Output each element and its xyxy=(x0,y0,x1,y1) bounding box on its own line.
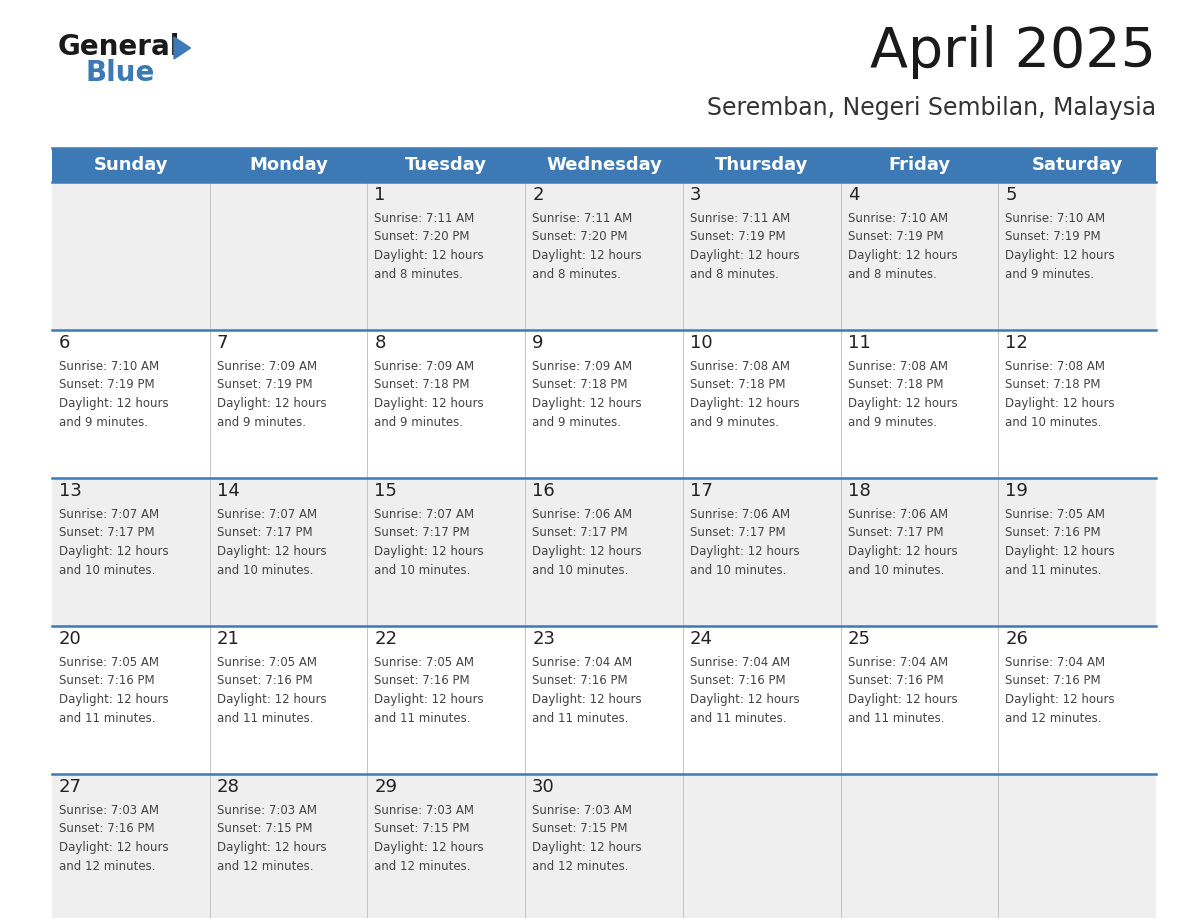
Text: 5: 5 xyxy=(1005,186,1017,204)
Text: 11: 11 xyxy=(847,334,871,352)
Text: Sunday: Sunday xyxy=(94,156,169,174)
Text: General: General xyxy=(58,33,181,61)
Text: 7: 7 xyxy=(216,334,228,352)
Text: Sunrise: 7:10 AM
Sunset: 7:19 PM
Daylight: 12 hours
and 9 minutes.: Sunrise: 7:10 AM Sunset: 7:19 PM Dayligh… xyxy=(59,360,169,429)
Text: Sunrise: 7:11 AM
Sunset: 7:20 PM
Daylight: 12 hours
and 8 minutes.: Sunrise: 7:11 AM Sunset: 7:20 PM Dayligh… xyxy=(532,212,642,281)
Text: Sunrise: 7:08 AM
Sunset: 7:18 PM
Daylight: 12 hours
and 9 minutes.: Sunrise: 7:08 AM Sunset: 7:18 PM Dayligh… xyxy=(690,360,800,429)
Text: Sunrise: 7:04 AM
Sunset: 7:16 PM
Daylight: 12 hours
and 11 minutes.: Sunrise: 7:04 AM Sunset: 7:16 PM Dayligh… xyxy=(847,656,958,724)
Text: Sunrise: 7:07 AM
Sunset: 7:17 PM
Daylight: 12 hours
and 10 minutes.: Sunrise: 7:07 AM Sunset: 7:17 PM Dayligh… xyxy=(374,508,484,577)
Bar xyxy=(52,182,1156,330)
Text: 27: 27 xyxy=(59,778,82,796)
Text: Sunrise: 7:06 AM
Sunset: 7:17 PM
Daylight: 12 hours
and 10 minutes.: Sunrise: 7:06 AM Sunset: 7:17 PM Dayligh… xyxy=(690,508,800,577)
Text: Sunrise: 7:05 AM
Sunset: 7:16 PM
Daylight: 12 hours
and 11 minutes.: Sunrise: 7:05 AM Sunset: 7:16 PM Dayligh… xyxy=(1005,508,1114,577)
Text: 15: 15 xyxy=(374,482,397,500)
Text: Sunrise: 7:05 AM
Sunset: 7:16 PM
Daylight: 12 hours
and 11 minutes.: Sunrise: 7:05 AM Sunset: 7:16 PM Dayligh… xyxy=(59,656,169,724)
Text: April 2025: April 2025 xyxy=(870,25,1156,79)
Text: Sunrise: 7:08 AM
Sunset: 7:18 PM
Daylight: 12 hours
and 10 minutes.: Sunrise: 7:08 AM Sunset: 7:18 PM Dayligh… xyxy=(1005,360,1114,429)
Text: 30: 30 xyxy=(532,778,555,796)
Text: Friday: Friday xyxy=(889,156,950,174)
Text: 16: 16 xyxy=(532,482,555,500)
Text: Sunrise: 7:11 AM
Sunset: 7:19 PM
Daylight: 12 hours
and 8 minutes.: Sunrise: 7:11 AM Sunset: 7:19 PM Dayligh… xyxy=(690,212,800,281)
Polygon shape xyxy=(173,37,190,59)
Bar xyxy=(52,330,1156,478)
Text: 14: 14 xyxy=(216,482,240,500)
Text: Sunrise: 7:09 AM
Sunset: 7:18 PM
Daylight: 12 hours
and 9 minutes.: Sunrise: 7:09 AM Sunset: 7:18 PM Dayligh… xyxy=(374,360,484,429)
Text: 4: 4 xyxy=(847,186,859,204)
Text: Sunrise: 7:05 AM
Sunset: 7:16 PM
Daylight: 12 hours
and 11 minutes.: Sunrise: 7:05 AM Sunset: 7:16 PM Dayligh… xyxy=(374,656,484,724)
Text: Sunrise: 7:03 AM
Sunset: 7:15 PM
Daylight: 12 hours
and 12 minutes.: Sunrise: 7:03 AM Sunset: 7:15 PM Dayligh… xyxy=(532,804,642,872)
Text: Wednesday: Wednesday xyxy=(546,156,662,174)
Text: 17: 17 xyxy=(690,482,713,500)
Text: Monday: Monday xyxy=(249,156,328,174)
Text: Sunrise: 7:08 AM
Sunset: 7:18 PM
Daylight: 12 hours
and 9 minutes.: Sunrise: 7:08 AM Sunset: 7:18 PM Dayligh… xyxy=(847,360,958,429)
Text: 24: 24 xyxy=(690,630,713,648)
Text: 28: 28 xyxy=(216,778,240,796)
Text: 25: 25 xyxy=(847,630,871,648)
Text: Sunrise: 7:04 AM
Sunset: 7:16 PM
Daylight: 12 hours
and 11 minutes.: Sunrise: 7:04 AM Sunset: 7:16 PM Dayligh… xyxy=(532,656,642,724)
Text: 6: 6 xyxy=(59,334,70,352)
Text: Sunrise: 7:06 AM
Sunset: 7:17 PM
Daylight: 12 hours
and 10 minutes.: Sunrise: 7:06 AM Sunset: 7:17 PM Dayligh… xyxy=(532,508,642,577)
Text: 18: 18 xyxy=(847,482,871,500)
Text: Sunrise: 7:07 AM
Sunset: 7:17 PM
Daylight: 12 hours
and 10 minutes.: Sunrise: 7:07 AM Sunset: 7:17 PM Dayligh… xyxy=(59,508,169,577)
Text: Sunrise: 7:09 AM
Sunset: 7:19 PM
Daylight: 12 hours
and 9 minutes.: Sunrise: 7:09 AM Sunset: 7:19 PM Dayligh… xyxy=(216,360,327,429)
Text: 1: 1 xyxy=(374,186,386,204)
Text: 21: 21 xyxy=(216,630,240,648)
Text: 19: 19 xyxy=(1005,482,1028,500)
Text: Sunrise: 7:03 AM
Sunset: 7:16 PM
Daylight: 12 hours
and 12 minutes.: Sunrise: 7:03 AM Sunset: 7:16 PM Dayligh… xyxy=(59,804,169,872)
Text: Seremban, Negeri Sembilan, Malaysia: Seremban, Negeri Sembilan, Malaysia xyxy=(707,96,1156,120)
Text: Sunrise: 7:04 AM
Sunset: 7:16 PM
Daylight: 12 hours
and 11 minutes.: Sunrise: 7:04 AM Sunset: 7:16 PM Dayligh… xyxy=(690,656,800,724)
Text: Sunrise: 7:04 AM
Sunset: 7:16 PM
Daylight: 12 hours
and 12 minutes.: Sunrise: 7:04 AM Sunset: 7:16 PM Dayligh… xyxy=(1005,656,1114,724)
Bar xyxy=(52,478,1156,626)
Text: 10: 10 xyxy=(690,334,713,352)
Bar xyxy=(52,626,1156,774)
Bar xyxy=(52,774,1156,918)
Text: 22: 22 xyxy=(374,630,398,648)
Text: Thursday: Thursday xyxy=(715,156,808,174)
Text: 8: 8 xyxy=(374,334,386,352)
Text: 20: 20 xyxy=(59,630,82,648)
Text: Sunrise: 7:10 AM
Sunset: 7:19 PM
Daylight: 12 hours
and 9 minutes.: Sunrise: 7:10 AM Sunset: 7:19 PM Dayligh… xyxy=(1005,212,1114,281)
Text: Sunrise: 7:10 AM
Sunset: 7:19 PM
Daylight: 12 hours
and 8 minutes.: Sunrise: 7:10 AM Sunset: 7:19 PM Dayligh… xyxy=(847,212,958,281)
Text: Sunrise: 7:07 AM
Sunset: 7:17 PM
Daylight: 12 hours
and 10 minutes.: Sunrise: 7:07 AM Sunset: 7:17 PM Dayligh… xyxy=(216,508,327,577)
Text: Sunrise: 7:09 AM
Sunset: 7:18 PM
Daylight: 12 hours
and 9 minutes.: Sunrise: 7:09 AM Sunset: 7:18 PM Dayligh… xyxy=(532,360,642,429)
Bar xyxy=(52,148,1156,182)
Text: 29: 29 xyxy=(374,778,398,796)
Text: Sunrise: 7:05 AM
Sunset: 7:16 PM
Daylight: 12 hours
and 11 minutes.: Sunrise: 7:05 AM Sunset: 7:16 PM Dayligh… xyxy=(216,656,327,724)
Text: Sunrise: 7:06 AM
Sunset: 7:17 PM
Daylight: 12 hours
and 10 minutes.: Sunrise: 7:06 AM Sunset: 7:17 PM Dayligh… xyxy=(847,508,958,577)
Text: 26: 26 xyxy=(1005,630,1028,648)
Text: Sunrise: 7:03 AM
Sunset: 7:15 PM
Daylight: 12 hours
and 12 minutes.: Sunrise: 7:03 AM Sunset: 7:15 PM Dayligh… xyxy=(216,804,327,872)
Text: Sunrise: 7:11 AM
Sunset: 7:20 PM
Daylight: 12 hours
and 8 minutes.: Sunrise: 7:11 AM Sunset: 7:20 PM Dayligh… xyxy=(374,212,484,281)
Text: 23: 23 xyxy=(532,630,555,648)
Text: Blue: Blue xyxy=(86,59,156,87)
Text: 12: 12 xyxy=(1005,334,1028,352)
Text: Saturday: Saturday xyxy=(1031,156,1123,174)
Text: Sunrise: 7:03 AM
Sunset: 7:15 PM
Daylight: 12 hours
and 12 minutes.: Sunrise: 7:03 AM Sunset: 7:15 PM Dayligh… xyxy=(374,804,484,872)
Text: 9: 9 xyxy=(532,334,544,352)
Text: 13: 13 xyxy=(59,482,82,500)
Text: 3: 3 xyxy=(690,186,701,204)
Text: Tuesday: Tuesday xyxy=(405,156,487,174)
Text: 2: 2 xyxy=(532,186,544,204)
